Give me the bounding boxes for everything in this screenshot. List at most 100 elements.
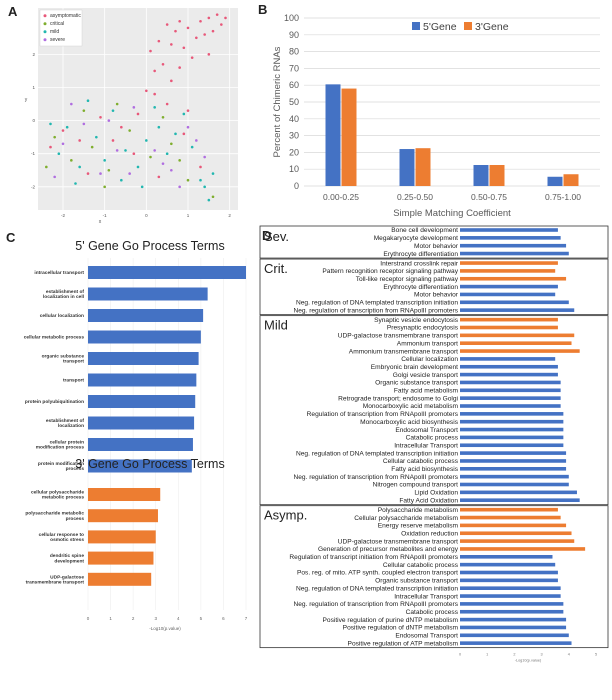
- go-bar: [460, 474, 569, 479]
- scatter-point-severe: [161, 162, 165, 165]
- go-bar: [460, 427, 564, 432]
- y-axis-label: y: [25, 97, 28, 103]
- scatter-point-asymptomatic: [153, 69, 156, 73]
- scatter-point-mild: [153, 106, 156, 109]
- group-box: [259, 505, 609, 649]
- scatter-point-mild: [74, 182, 77, 185]
- legend-marker-severe: [43, 38, 47, 42]
- legend-entry: 5'Gene: [423, 21, 457, 33]
- go-bar: [460, 570, 558, 575]
- scatter-point-asymptomatic: [207, 16, 211, 20]
- scatter-point-severe: [70, 102, 73, 106]
- go-bar: [460, 617, 567, 622]
- scatter-point-mild: [165, 152, 169, 156]
- go-term-label: Neg. regulation of DNA templated transcr…: [296, 450, 458, 457]
- go-bar: [460, 276, 567, 281]
- x-tick-label: 2: [228, 213, 231, 218]
- go-bar: [460, 633, 569, 638]
- scatter-point-severe: [115, 149, 119, 152]
- x-tick-label: 0: [87, 616, 90, 621]
- scatter-point-mild: [78, 165, 81, 169]
- go-bar: [460, 388, 561, 393]
- go-bar: [460, 443, 564, 448]
- go-bar: [460, 641, 572, 645]
- group-title: Asymp.: [264, 508, 307, 523]
- go-bar: [88, 266, 246, 279]
- go-term-label: Monocarboxylic acid metabolism: [363, 403, 459, 410]
- legend-box: [39, 9, 83, 47]
- scatter-point-asymptomatic: [182, 132, 186, 136]
- bar-5prime: [399, 149, 415, 186]
- go-term-label: transport: [63, 378, 84, 384]
- go-bar: [460, 562, 556, 567]
- go-term-label: Catabolic process: [406, 435, 459, 442]
- scatter-point-critical: [82, 109, 86, 112]
- scatter-point-critical: [211, 195, 215, 199]
- scatter-point-critical: [186, 178, 190, 182]
- go-term-label: Erythrocyte differentiation: [383, 251, 458, 258]
- group-title: Sev.: [264, 229, 289, 244]
- go-term-label: establishment of localization in cell: [43, 289, 84, 300]
- scatter-point-mild: [124, 149, 127, 152]
- scatter-point-asymptomatic: [78, 139, 81, 142]
- bar-5prime: [473, 165, 489, 186]
- go-term-label: Motor behavior: [414, 243, 459, 250]
- go-bar: [460, 380, 561, 385]
- scatter-point-critical: [53, 135, 56, 139]
- go-bar: [460, 419, 564, 424]
- scatter-point-asymptomatic: [174, 29, 177, 33]
- legend-entry: severe: [50, 37, 65, 43]
- go-term-label: Toll-like receptor signaling pathway: [356, 276, 459, 283]
- scatter-point-asymptomatic: [199, 19, 202, 23]
- scatter-point-severe: [186, 125, 190, 129]
- scatter-point-critical: [103, 185, 106, 189]
- scatter-point-critical: [90, 145, 94, 149]
- go-term-label: Ammonium transmembrane transport: [349, 348, 458, 355]
- scatter-point-severe: [53, 175, 56, 179]
- x-tick-label: 1: [187, 213, 190, 218]
- go-term-label: cellular protein modification process: [36, 440, 85, 451]
- x-tick-label: 5: [200, 616, 203, 621]
- scatter-point-mild: [207, 198, 211, 202]
- scatter-point-asymptomatic: [136, 112, 140, 116]
- x-tick-label: -2: [61, 213, 65, 218]
- group-title: Crit.: [264, 261, 288, 276]
- go-term-label: protein modification process: [38, 461, 84, 472]
- go-bar: [88, 509, 158, 523]
- go-term-label: Endosomal Transport: [395, 427, 458, 434]
- section-title: 3' Gene Go Process Terms: [75, 457, 224, 471]
- scatter-point-asymptomatic: [195, 36, 198, 40]
- go-term-label: Presynaptic endocytosis: [387, 325, 459, 332]
- scatter-point-mild: [103, 159, 106, 162]
- x-tick-label: 7: [245, 616, 248, 621]
- scatter-point-severe: [61, 142, 65, 146]
- scatter-point-asymptomatic: [186, 26, 190, 30]
- scatter-point-asymptomatic: [99, 115, 102, 119]
- y-tick-label: -2: [31, 184, 35, 189]
- bar-3prime: [489, 165, 505, 186]
- scatter-point-asymptomatic: [153, 92, 156, 96]
- go-term-label: Regulation of transcription from RNApolI…: [307, 411, 459, 418]
- go-term-label: Lipid Oxidation: [414, 490, 458, 497]
- scatter-point-asymptomatic: [178, 19, 181, 23]
- y-tick-label: 90: [289, 30, 299, 40]
- go-bar: [460, 625, 567, 630]
- group-title: Mild: [264, 318, 288, 333]
- go-term-label: Oxidation reduction: [401, 530, 458, 537]
- go-bar: [88, 309, 204, 322]
- scatter-point-severe: [170, 168, 173, 172]
- go-term-label: Bone cell development: [391, 227, 458, 234]
- go-term-label: Cellular catabolic process: [383, 458, 459, 465]
- go-bar: [460, 459, 567, 463]
- y-tick-label: 20: [289, 147, 299, 157]
- y-tick-label: 100: [284, 13, 299, 23]
- go-term-label: Positive regulation of dNTP metabolism: [343, 625, 459, 632]
- scatter-point-severe: [178, 185, 181, 189]
- scatter-point-critical: [178, 159, 181, 162]
- x-tick-label: 1: [109, 616, 112, 621]
- scatter-point-asymptomatic: [211, 29, 215, 33]
- scatter-point-severe: [128, 172, 131, 175]
- scatter-point-severe: [132, 106, 136, 109]
- y-tick-label: 70: [289, 63, 299, 73]
